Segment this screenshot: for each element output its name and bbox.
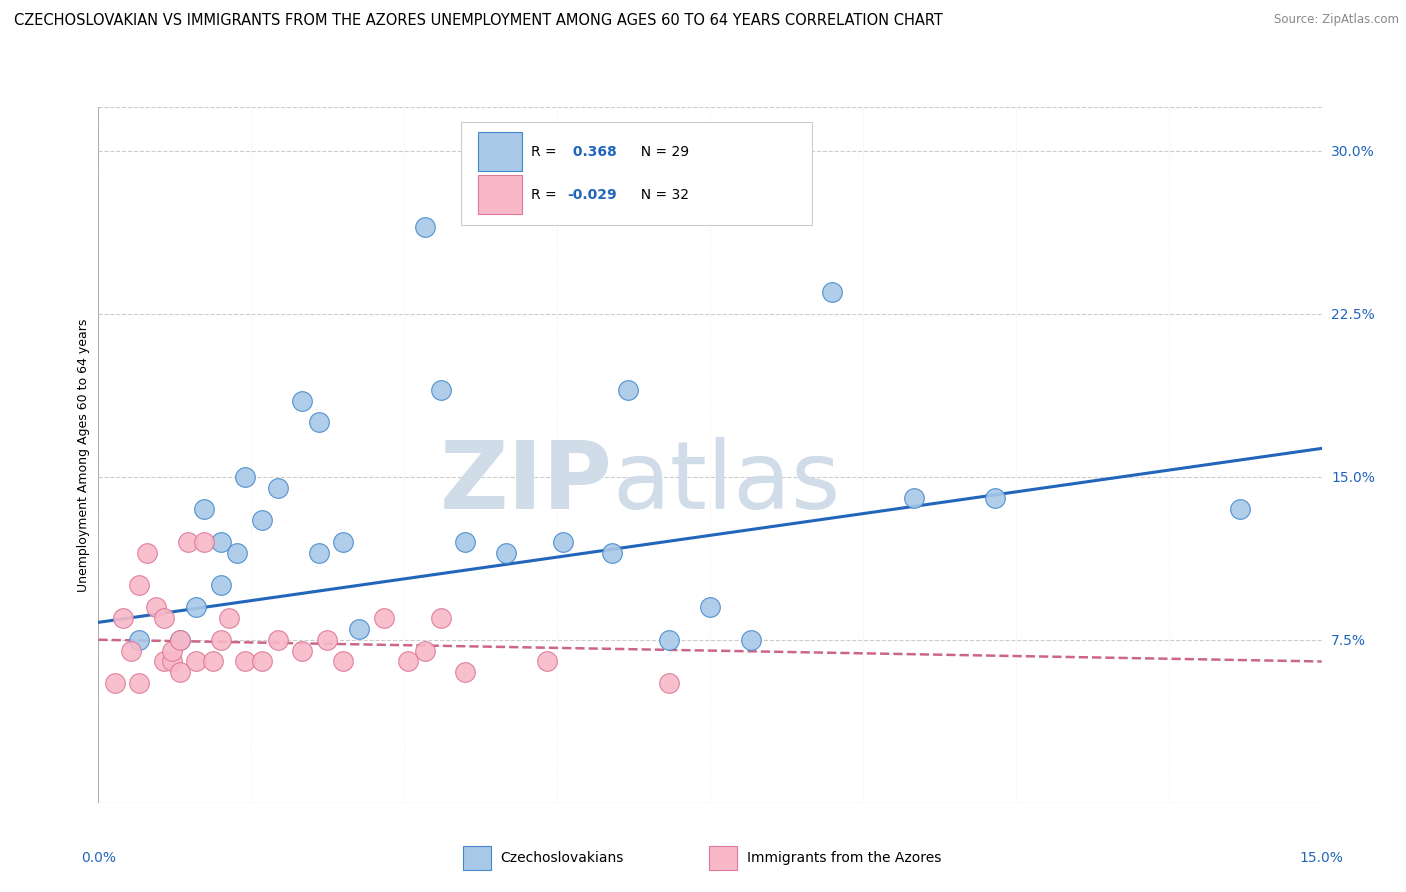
Point [267, 481, 290, 495]
Point [233, 469, 256, 483]
Point [413, 643, 436, 657]
Point [373, 611, 395, 625]
Point [177, 535, 200, 549]
Text: atlas: atlas [612, 437, 841, 529]
Point [136, 546, 159, 560]
Point [617, 383, 640, 397]
Point [218, 611, 240, 625]
Text: ZIP: ZIP [439, 437, 612, 529]
Point [226, 546, 249, 560]
Point [193, 535, 215, 549]
Text: N = 32: N = 32 [633, 187, 689, 202]
Point [1229, 502, 1251, 516]
Point [903, 491, 925, 506]
Point [413, 219, 436, 234]
Point [233, 655, 256, 669]
Point [699, 600, 721, 615]
Point [821, 285, 844, 299]
Point [600, 546, 623, 560]
Point [308, 415, 330, 429]
Point [193, 502, 215, 516]
Point [160, 643, 183, 657]
Point [308, 546, 330, 560]
Point [152, 611, 174, 625]
Point [430, 383, 453, 397]
Text: 15.0%: 15.0% [1299, 851, 1344, 865]
Point [658, 632, 681, 647]
Point [495, 546, 517, 560]
Point [128, 676, 150, 690]
Point [160, 655, 183, 669]
Point [332, 535, 354, 549]
Point [201, 655, 224, 669]
Text: -0.029: -0.029 [568, 187, 617, 202]
Text: Source: ZipAtlas.com: Source: ZipAtlas.com [1274, 13, 1399, 27]
Point [740, 632, 762, 647]
Point [145, 600, 167, 615]
Text: R =: R = [531, 187, 561, 202]
Point [169, 632, 191, 647]
Text: CZECHOSLOVAKIAN VS IMMIGRANTS FROM THE AZORES UNEMPLOYMENT AMONG AGES 60 TO 64 Y: CZECHOSLOVAKIAN VS IMMIGRANTS FROM THE A… [14, 13, 943, 29]
Point [128, 578, 150, 592]
Point [104, 676, 127, 690]
Point [349, 622, 371, 636]
Point [250, 655, 273, 669]
Text: 0.368: 0.368 [568, 145, 616, 159]
Text: N = 29: N = 29 [633, 145, 689, 159]
Text: Czechoslovakians: Czechoslovakians [501, 851, 624, 865]
Point [128, 632, 150, 647]
Point [186, 655, 208, 669]
Point [984, 491, 1007, 506]
Point [267, 632, 290, 647]
Point [169, 632, 191, 647]
Text: R =: R = [531, 145, 561, 159]
Point [209, 578, 232, 592]
Point [111, 611, 134, 625]
Point [454, 665, 477, 680]
Point [209, 632, 232, 647]
Point [430, 611, 453, 625]
Point [209, 535, 232, 549]
Point [454, 535, 477, 549]
Text: Immigrants from the Azores: Immigrants from the Azores [747, 851, 941, 865]
Point [553, 535, 575, 549]
Point [332, 655, 354, 669]
Point [536, 655, 558, 669]
Point [658, 676, 681, 690]
Y-axis label: Unemployment Among Ages 60 to 64 years: Unemployment Among Ages 60 to 64 years [77, 318, 90, 591]
Point [186, 600, 208, 615]
Point [291, 393, 314, 408]
Point [120, 643, 142, 657]
Point [291, 643, 314, 657]
Point [396, 655, 419, 669]
Point [169, 665, 191, 680]
Point [152, 655, 174, 669]
Text: 0.0%: 0.0% [82, 851, 115, 865]
Point [250, 513, 273, 527]
Point [315, 632, 337, 647]
